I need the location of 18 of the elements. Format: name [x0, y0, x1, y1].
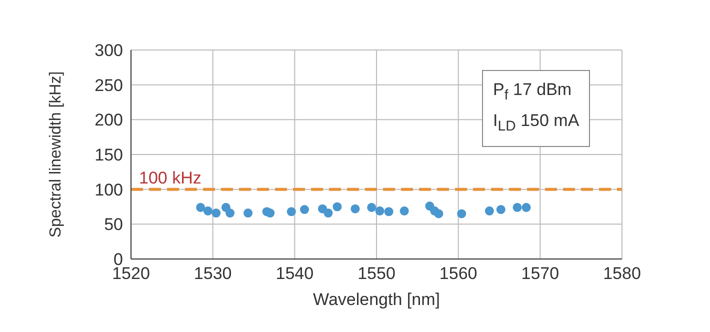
y-tick-label: 150 — [94, 146, 123, 165]
y-tick-label: 50 — [104, 215, 123, 234]
annotation: I$_{LD}$ 150 mA — [493, 110, 580, 137]
x-tick-label: 1570 — [521, 264, 560, 284]
x-tick-label: 1560 — [439, 264, 478, 284]
x-tick-label: 1550 — [358, 264, 396, 284]
y-tick-label: 250 — [94, 76, 123, 95]
ref-line-label: 100 kHz — [139, 168, 202, 188]
x-axis-title: Wavelength [nm] — [313, 290, 440, 309]
annotation: P$_{f}$ 17 dBm — [493, 79, 573, 106]
x-tick-label: 1520 — [112, 264, 150, 284]
x-tick-label: 1580 — [603, 264, 641, 284]
y-axis-title: Spectral linewidth [kHz] — [48, 71, 65, 238]
x-tick-label: 1530 — [194, 264, 232, 284]
y-tick-label: 300 — [94, 41, 123, 60]
x-tick-label: 1540 — [276, 264, 314, 284]
y-tick-label: 200 — [94, 110, 123, 130]
y-tick-label: 100 — [94, 180, 123, 200]
